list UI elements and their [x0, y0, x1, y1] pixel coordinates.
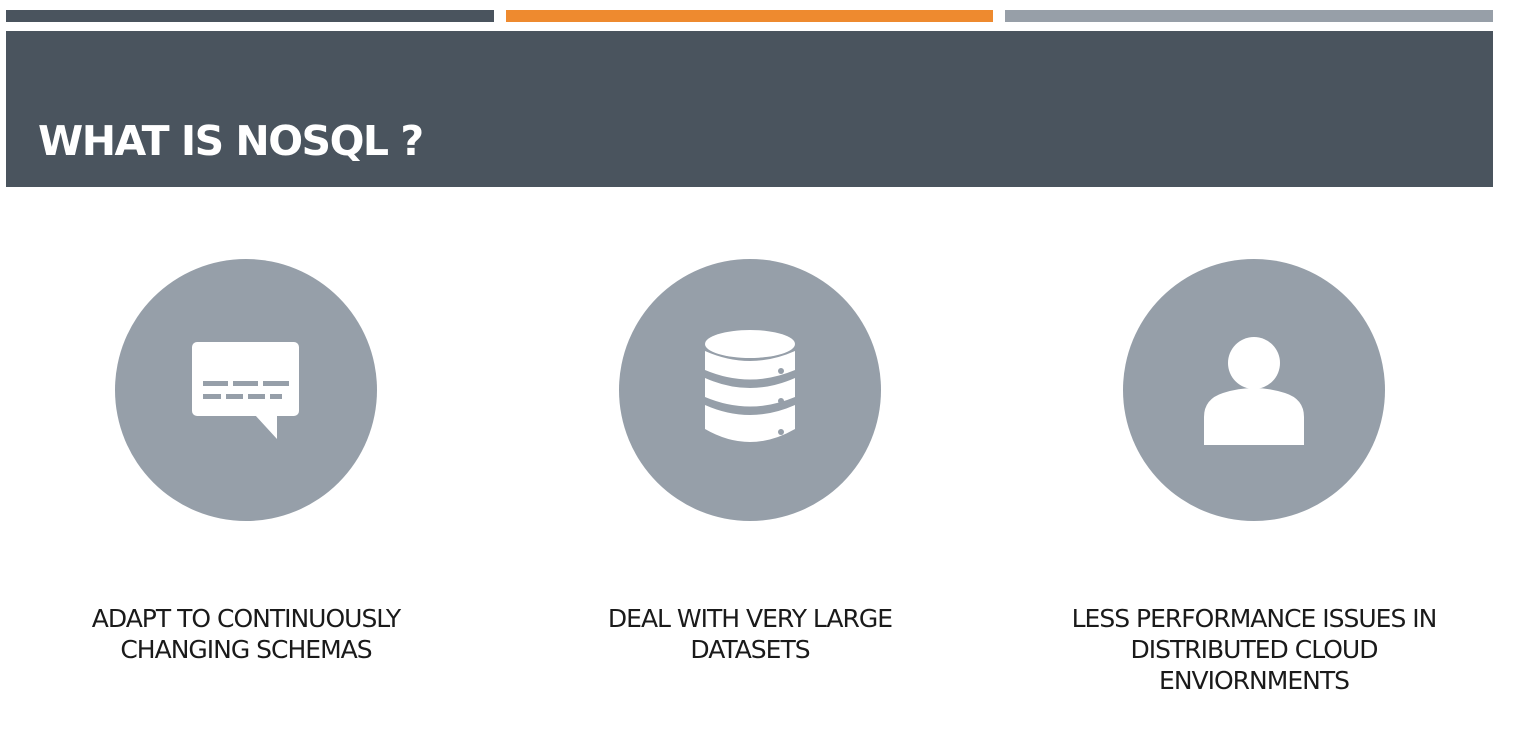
title-band: WHAT IS NOSQL ? — [6, 31, 1493, 187]
accent-bar-dark — [6, 10, 494, 22]
caption-line: ENVIORNMENTS — [1159, 666, 1350, 695]
caption-line: LESS PERFORMANCE ISSUES IN — [1071, 604, 1438, 633]
caption-line: DEAL WITH VERY LARGE — [607, 604, 893, 633]
caption-line: DATASETS — [690, 635, 810, 664]
accent-bar-orange — [506, 10, 993, 22]
slide-title: WHAT IS NOSQL ? — [38, 117, 424, 165]
icon-circle — [619, 259, 881, 521]
accent-bar-gray — [1005, 10, 1493, 22]
icon-circle — [115, 259, 377, 521]
icon-circle — [1123, 259, 1385, 521]
feature-caption: ADAPT TO CONTINUOUSLY CHANGING SCHEMAS — [26, 603, 466, 665]
caption-line: ADAPT TO CONTINUOUSLY — [91, 604, 401, 633]
feature-caption: DEAL WITH VERY LARGE DATASETS — [530, 603, 970, 665]
feature-cloud-performance: LESS PERFORMANCE ISSUES IN DISTRIBUTED C… — [1034, 0, 1474, 738]
user-icon — [1204, 337, 1304, 445]
feature-adapt-schemas: ADAPT TO CONTINUOUSLY CHANGING SCHEMAS — [26, 0, 466, 738]
database-icon — [705, 330, 795, 442]
feature-large-datasets: DEAL WITH VERY LARGE DATASETS — [530, 0, 970, 738]
caption-line: DISTRIBUTED CLOUD — [1130, 635, 1379, 664]
chat-bubble-icon — [192, 342, 299, 439]
feature-caption: LESS PERFORMANCE ISSUES IN DISTRIBUTED C… — [1034, 603, 1474, 696]
caption-line: CHANGING SCHEMAS — [120, 635, 372, 664]
